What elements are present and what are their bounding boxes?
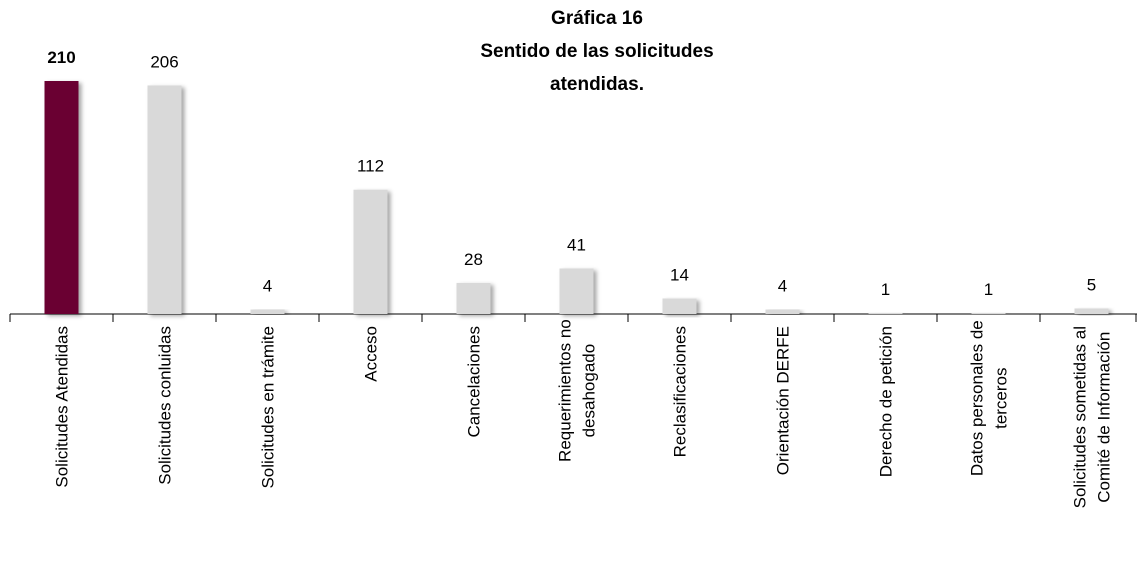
- data-label: 4: [263, 277, 272, 296]
- bar: [559, 268, 594, 314]
- bar: [765, 309, 800, 314]
- data-label: 4: [778, 277, 787, 296]
- data-label: 210: [47, 48, 75, 67]
- x-tick-label: Derecho de petición: [877, 326, 896, 477]
- x-tick-label: Solicitudes en trámite: [259, 326, 278, 489]
- x-tick-label: Solicitudes Atendidas: [53, 326, 72, 488]
- bar: [868, 312, 903, 314]
- data-label: 5: [1087, 275, 1096, 294]
- bar: [662, 298, 697, 314]
- x-tick-label: Cancelaciones: [465, 326, 484, 438]
- x-tick-label: Datos personales de terceros: [968, 320, 1011, 476]
- bar: [1074, 308, 1109, 314]
- data-label: 206: [150, 52, 178, 71]
- x-tick-label: Acceso: [362, 326, 381, 382]
- x-tick-label: Reclasificaciones: [671, 326, 690, 457]
- data-label: 1: [984, 280, 993, 299]
- data-label: 28: [464, 250, 483, 269]
- x-tick-label: Orientación DERFE: [774, 326, 793, 475]
- x-tick-label: Solicitudes conluidas: [156, 326, 175, 485]
- data-label: 41: [567, 236, 586, 255]
- bar: [147, 85, 182, 314]
- bar: [971, 312, 1006, 314]
- data-label: 14: [670, 265, 689, 284]
- bar: [353, 189, 388, 314]
- chart-title: Gráfica 16 Sentido de las solicitudes aten…: [480, 8, 713, 95]
- data-label: 112: [357, 157, 384, 176]
- bar: [250, 309, 285, 314]
- x-tick-label: Solicitudes sometidas al Comité de Inform…: [1071, 326, 1114, 508]
- x-tick-label: Requerimientos no desahogado: [556, 319, 599, 462]
- title-line: Sentido de las solicitudes: [480, 41, 713, 62]
- title-line: atendidas.: [550, 74, 644, 95]
- bar: [456, 282, 491, 314]
- bar: [44, 81, 79, 314]
- data-label: 1: [881, 280, 890, 299]
- title-line: Gráfica 16: [551, 8, 643, 29]
